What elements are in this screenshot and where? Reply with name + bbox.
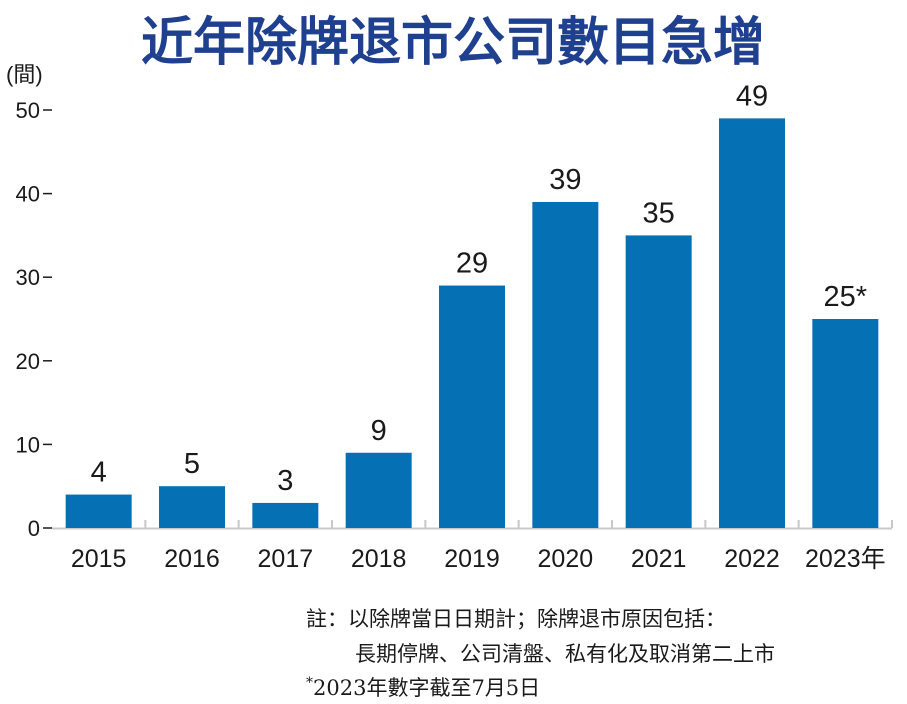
x-tick-label: 2022	[724, 545, 780, 573]
data-label: 35	[643, 197, 675, 229]
x-tick-label: 2021	[631, 545, 687, 573]
note-line-1: 註：以除牌當日日期計；除牌退市原因包括：	[306, 607, 726, 631]
x-tick-label: 2019	[444, 545, 500, 573]
y-tick-label: 40	[16, 182, 40, 207]
bar	[719, 118, 785, 529]
bar	[252, 502, 319, 528]
y-tick-label: 0	[28, 516, 40, 541]
bar	[345, 452, 412, 528]
data-label: 25*	[824, 281, 868, 313]
x-tick-label: 2020	[538, 545, 594, 573]
chart-title: 近年除牌退市公司數目急增	[141, 13, 765, 73]
bar-series	[65, 118, 879, 529]
note-line-2: 長期停牌、公司清盤、私有化及取消第二上市	[355, 642, 775, 666]
bar	[439, 285, 505, 528]
data-label: 9	[371, 415, 387, 447]
note-line-3-text: 2023年數字截至7月5日	[313, 676, 541, 700]
x-tick-label: 2018	[351, 545, 407, 573]
y-tick-label: 30	[16, 265, 40, 290]
bar	[812, 319, 879, 528]
bar	[625, 235, 692, 528]
note-line-3: *2023年數字截至7月5日	[306, 672, 540, 702]
bar	[159, 486, 225, 528]
data-label: 3	[277, 465, 293, 497]
y-tick-label: 50	[16, 98, 40, 123]
note-asterisk: *	[306, 675, 313, 691]
x-tick-label: 2015	[71, 545, 127, 573]
y-axis: 0 10 20 30 40 50	[16, 98, 52, 541]
x-tick-label: 2017	[258, 545, 314, 573]
data-label: 4	[91, 457, 107, 489]
x-tick-label: 2016	[164, 545, 220, 573]
y-axis-unit-label: (間)	[6, 62, 43, 87]
y-tick-label: 10	[16, 432, 40, 457]
data-label: 39	[549, 164, 581, 196]
x-tick-label: 2023年	[805, 545, 886, 573]
y-tick-label: 20	[16, 349, 40, 374]
data-label: 29	[456, 248, 488, 280]
bar	[65, 494, 132, 528]
x-axis: 2015 2016 2017 2018 2019 2020 2021 2022 2023年	[71, 520, 893, 573]
data-label: 5	[184, 448, 200, 480]
bar	[532, 201, 599, 528]
data-label: 49	[736, 80, 768, 112]
